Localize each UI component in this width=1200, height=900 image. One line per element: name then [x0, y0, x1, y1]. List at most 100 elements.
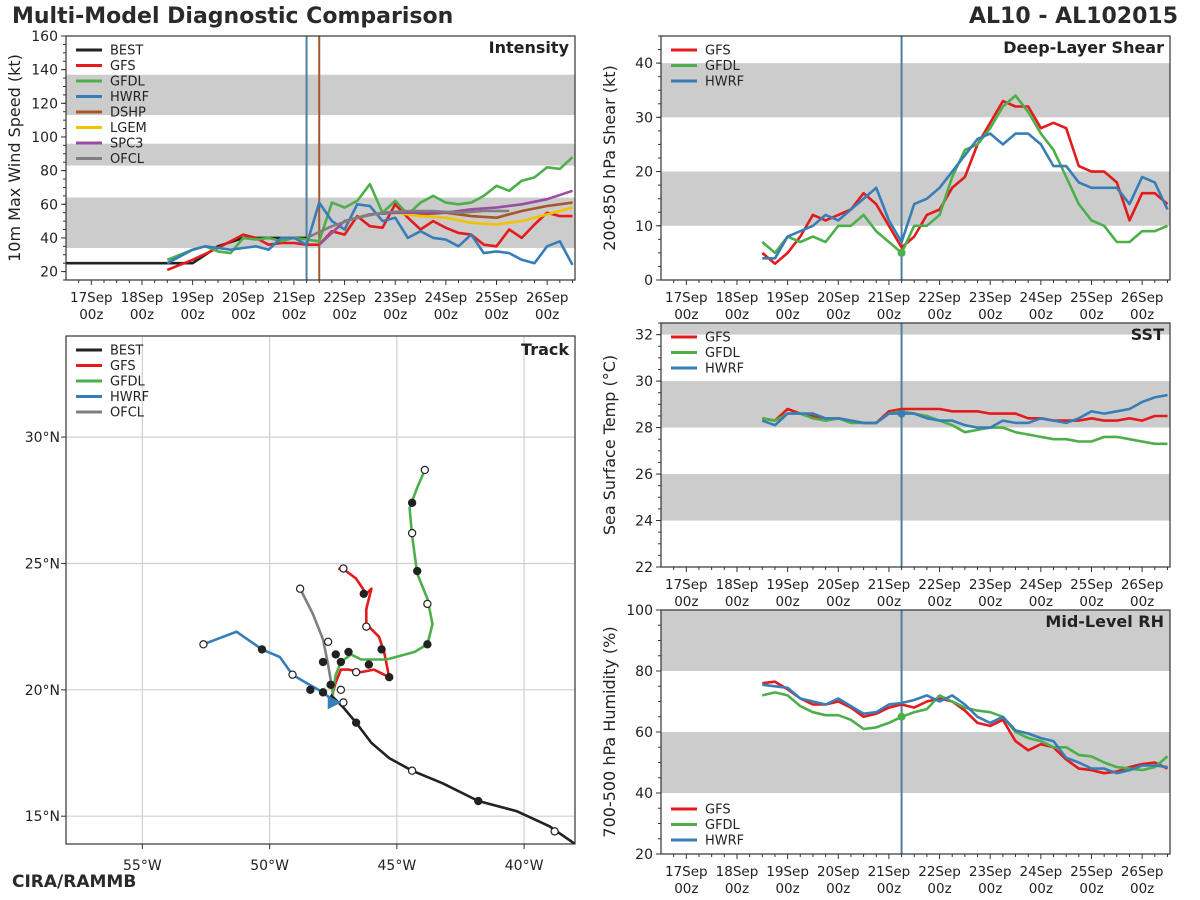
shear-xtick-label-hour: 00z — [978, 307, 1002, 323]
sst-ytick-label: 30 — [635, 374, 653, 390]
track-position-gfs — [377, 645, 386, 654]
track-series-group — [199, 465, 575, 844]
rh-xtick-label-day: 18Sep — [716, 864, 759, 880]
rh-xtick-label-day: 26Sep — [1121, 864, 1164, 880]
shear-xtick-label-hour: 00z — [826, 307, 850, 323]
sst-xtick-label-day: 23Sep — [969, 577, 1012, 593]
rh-legend-label-gfdl: GFDL — [705, 818, 741, 833]
rh-xtick-label-hour: 00z — [826, 881, 850, 897]
shear-ytick-label: 0 — [644, 273, 653, 289]
sst-xtick-label-hour: 00z — [1130, 594, 1154, 610]
rh-ytick-label: 100 — [626, 603, 653, 619]
intensity-xtick-label-day: 19Sep — [171, 290, 214, 306]
credit-label: CIRA/RAMMB — [12, 872, 137, 892]
track-line-best — [329, 693, 575, 844]
sst-xtick-label-hour: 00z — [725, 594, 749, 610]
rh-xtick-label-day: 21Sep — [868, 864, 911, 880]
sst-xtick-label-day: 24Sep — [1020, 577, 1063, 593]
shear-xtick-label-day: 22Sep — [918, 290, 961, 306]
shear-xtick-label-day: 24Sep — [1020, 290, 1063, 306]
rh-legend-label-hwrf: HWRF — [705, 834, 744, 849]
track-position-gfdl — [423, 640, 432, 649]
track-legend-label-best: BEST — [110, 344, 143, 359]
intensity-ytick-label: 40 — [40, 231, 58, 247]
intensity-xtick-label-day: 17Sep — [70, 290, 113, 306]
track-position-best — [364, 660, 374, 669]
track-legend-label-hwrf: HWRF — [110, 390, 149, 405]
shear-xtick-label-day: 25Sep — [1070, 290, 1113, 306]
sst-band-0 — [661, 474, 1170, 521]
sst-xtick-label-day: 26Sep — [1121, 577, 1164, 593]
shear-xtick-label-hour: 00z — [927, 307, 951, 323]
track-position-best — [474, 796, 483, 806]
intensity-xtick-label-day: 22Sep — [323, 290, 366, 306]
intensity-ytick-label: 120 — [31, 96, 58, 112]
shear-ytick-label: 40 — [635, 56, 653, 72]
sst-current-marker — [897, 409, 906, 418]
shear-ytick-label: 20 — [635, 165, 653, 181]
track-current-position-marker — [327, 695, 342, 710]
rh-band-1 — [661, 610, 1170, 671]
sst-xtick-label-day: 21Sep — [868, 577, 911, 593]
shear-title: Deep-Layer Shear — [1003, 38, 1164, 57]
track-position-hwrf — [288, 670, 297, 679]
track-line-ofcl — [298, 588, 335, 696]
sst-band-1 — [661, 381, 1170, 428]
rh-legend-label-gfs: GFS — [705, 803, 731, 818]
intensity-legend-label-best: BEST — [110, 44, 143, 59]
intensity-legend-label-spc3: SPC3 — [110, 137, 143, 152]
intensity-xtick-label-day: 20Sep — [222, 290, 265, 306]
shear-band-1 — [661, 63, 1170, 118]
intensity-xtick-label-day: 24Sep — [425, 290, 468, 306]
shear-xtick-label-day: 23Sep — [969, 290, 1012, 306]
shear-ylabel: 200-850 hPa Shear (kt) — [600, 65, 619, 251]
track-position-hwrf — [199, 640, 208, 649]
sst-xtick-label-hour: 00z — [826, 594, 850, 610]
shear-xtick-label-hour: 00z — [674, 307, 698, 323]
rh-ytick-label: 20 — [635, 847, 653, 863]
shear-xtick-label-hour: 00z — [1029, 307, 1053, 323]
track-position-best — [351, 718, 361, 727]
track-xtick-label: 45°W — [378, 858, 417, 874]
intensity-ytick-label: 80 — [40, 164, 58, 180]
sst-title: SST — [1131, 325, 1164, 344]
track-position-gfdl — [413, 566, 422, 576]
sst-xtick-label-day: 17Sep — [665, 577, 708, 593]
track-ytick-label: 25°N — [25, 556, 60, 572]
intensity-xtick-label-day: 25Sep — [475, 290, 518, 306]
sst-xtick-label-hour: 00z — [674, 594, 698, 610]
shear-line-hwrf — [762, 132, 1169, 260]
track-position-best — [344, 647, 353, 657]
intensity-xtick-label-hour: 00z — [535, 307, 559, 323]
intensity-xtick-label-day: 23Sep — [374, 290, 417, 306]
intensity-ylabel: 10m Max Wind Speed (kt) — [5, 54, 24, 262]
panel-shear: 01020304017Sep00z18Sep00z19Sep00z20Sep00… — [600, 35, 1171, 323]
track-position-best — [336, 657, 346, 667]
track-position-gfs — [359, 589, 368, 598]
shear-legend-label-gfs: GFS — [705, 44, 731, 59]
track-position-ofcl — [323, 637, 333, 647]
track-legend-label-gfdl: GFDL — [110, 375, 146, 390]
shear-band-0 — [661, 171, 1170, 226]
track-ytick-label: 30°N — [25, 430, 60, 446]
shear-ytick-label: 30 — [635, 110, 653, 126]
panel-track: 55°W 50°W 45°W 40°W 15°N 20°N 25°N 30°N Track BES… — [25, 335, 576, 874]
intensity-line-ofcl — [306, 209, 510, 240]
track-position-best — [318, 657, 328, 667]
page-title: Multi-Model Diagnostic Comparison — [12, 4, 454, 29]
shear-xtick-label-day: 17Sep — [665, 290, 708, 306]
track-position-ofcl — [295, 584, 305, 593]
sst-legend-label-hwrf: HWRF — [705, 362, 744, 377]
track-position-gfdl — [423, 599, 432, 609]
track-legend-label-ofcl: OFCL — [110, 406, 145, 421]
track-xtick-label: 55°W — [123, 858, 162, 874]
rh-title: Mid-Level RH — [1045, 612, 1164, 631]
intensity-xtick-label-day: 18Sep — [121, 290, 164, 306]
intensity-line-gfs — [166, 203, 573, 272]
sst-xtick-label-day: 25Sep — [1070, 577, 1113, 593]
shear-legend-label-hwrf: HWRF — [705, 75, 744, 90]
intensity-ytick-label: 140 — [31, 63, 58, 79]
rh-xtick-label-day: 20Sep — [817, 864, 860, 880]
sst-xtick-label-hour: 00z — [1029, 594, 1053, 610]
